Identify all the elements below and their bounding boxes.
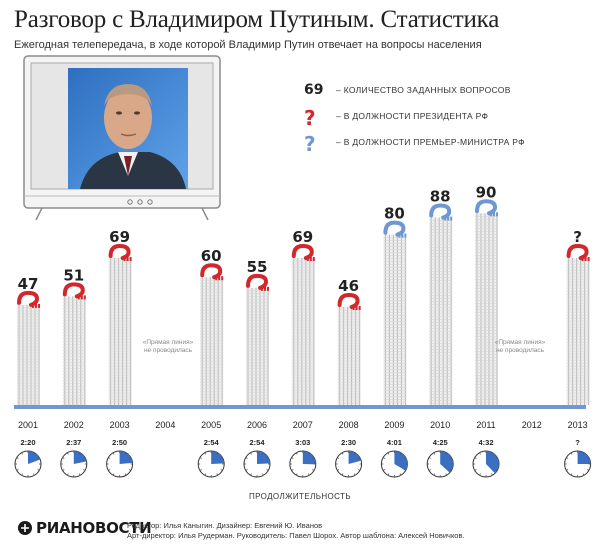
no-broadcast-note-2004-line1: «Прямая линия» xyxy=(143,339,194,346)
duration-2010: 4:25 xyxy=(433,438,448,447)
legend-text-count: – КОЛИЧЕСТВО ЗАДАННЫХ ВОПРОСОВ xyxy=(336,85,511,95)
president-question-icon: ? xyxy=(304,106,316,130)
clock-icon-2003: 2:50 xyxy=(106,438,134,478)
bar-2006: 55 xyxy=(246,258,269,406)
clock-icon-2010: 4:25 xyxy=(426,438,454,478)
credits-line1: Редактор: Илья Каныгин. Дизайнер: Евгени… xyxy=(127,521,323,530)
value-label-2008: 46 xyxy=(338,277,359,295)
question-icon xyxy=(246,273,269,291)
question-icon xyxy=(475,199,498,217)
duration-2008: 2:30 xyxy=(341,438,356,447)
value-label-2006: 55 xyxy=(247,258,268,276)
year-label-2006: 2006 xyxy=(247,420,267,430)
bar-2005: 60 xyxy=(200,247,224,405)
question-icon xyxy=(566,244,590,262)
page-subtitle: Ежегодная телепередача, в ходе которой В… xyxy=(14,39,482,51)
year-label-2001: 2001 xyxy=(18,420,38,430)
timeline-baseline xyxy=(14,405,586,409)
no-broadcast-note-2012-line2: не проводилась xyxy=(496,347,545,354)
credits: Редактор: Илья Каныгин. Дизайнер: Евгени… xyxy=(127,521,465,541)
question-icon xyxy=(108,244,132,262)
legend-sample-number: 69 xyxy=(304,82,324,98)
legend-item-count: 69 – КОЛИЧЕСТВО ЗАДАННЫХ ВОПРОСОВ xyxy=(300,82,560,110)
bar-2011: 90 xyxy=(475,183,498,405)
bars-layer: 47 2001 51 2002 69 2003 2004 60 2005 55 2006 69 2007… xyxy=(17,183,590,430)
ria-logo-text: РИАНОВОСТИ xyxy=(36,519,152,537)
legend-text-president: – В ДОЛЖНОСТИ ПРЕЗИДЕНТА РФ xyxy=(336,111,489,121)
clock-icon-2007: 3:03 xyxy=(289,438,317,478)
bar-2002: 51 xyxy=(62,266,86,405)
question-icon xyxy=(291,244,315,262)
year-label-2013: 2013 xyxy=(568,420,588,430)
value-label-2010: 88 xyxy=(430,188,451,206)
value-label-2001: 47 xyxy=(18,275,39,293)
page-title: Разговор с Владимиром Путиным. Статистик… xyxy=(14,6,500,33)
year-label-2002: 2002 xyxy=(64,420,84,430)
portrait-image xyxy=(68,68,188,189)
value-label-2007: 69 xyxy=(292,228,313,246)
duration-2009: 4:01 xyxy=(387,438,402,447)
clock-icon-2013: ? xyxy=(564,438,592,478)
bar-2013: ? xyxy=(566,228,590,405)
duration-2007: 3:03 xyxy=(295,438,310,447)
year-label-2003: 2003 xyxy=(110,420,130,430)
legend-item-president: ? – В ДОЛЖНОСТИ ПРЕЗИДЕНТА РФ xyxy=(300,106,560,136)
duration-2002: 2:37 xyxy=(66,438,81,447)
clock-icon-2001: 2:20 xyxy=(14,438,42,478)
bar-2009: 80 xyxy=(383,205,407,405)
question-icon xyxy=(337,293,361,311)
duration-2013: ? xyxy=(575,438,580,447)
clock-icon-2008: 2:30 xyxy=(335,438,363,478)
clock-icon-2002: 2:37 xyxy=(60,438,88,478)
legend: 69 – КОЛИЧЕСТВО ЗАДАННЫХ ВОПРОСОВ ? – В … xyxy=(300,82,560,162)
clock-icon-2011: 4:32 xyxy=(472,438,500,478)
legend-text-premier: – В ДОЛЖНОСТИ ПРЕМЬЕР-МИНИСТРА РФ xyxy=(336,137,525,147)
ria-logo-icon xyxy=(18,521,32,535)
legend-item-premier: ? – В ДОЛЖНОСТИ ПРЕМЬЕР-МИНИСТРА РФ xyxy=(300,132,560,162)
bar-2007: 69 xyxy=(291,228,315,405)
clocks-layer: 2:20 2:37 2:50 2:54 2:54 3:03 2:30 4:01 4:25 4:32… xyxy=(14,438,592,478)
bar-2003: 69 xyxy=(108,228,132,405)
year-label-2005: 2005 xyxy=(201,420,221,430)
credits-line2: Арт-директор: Илья Рудерман. Руководител… xyxy=(127,531,465,540)
no-broadcast-note-2004-line2: не проводилась xyxy=(144,347,193,354)
question-icon xyxy=(383,220,407,238)
duration-2011: 4:32 xyxy=(478,438,493,447)
value-label-2013: ? xyxy=(573,228,582,246)
year-label-2012: 2012 xyxy=(522,420,542,430)
question-icon xyxy=(62,282,86,300)
year-label-2004: 2004 xyxy=(155,420,175,430)
bar-2008: 46 xyxy=(337,277,361,405)
no-broadcast-note-2012-line1: «Прямая линия» xyxy=(495,339,546,346)
year-label-2009: 2009 xyxy=(384,420,404,430)
value-label-2005: 60 xyxy=(201,247,222,265)
year-label-2008: 2008 xyxy=(339,420,359,430)
year-label-2010: 2010 xyxy=(430,420,450,430)
clock-icon-2005: 2:54 xyxy=(197,438,225,478)
question-icon xyxy=(429,203,453,221)
premier-question-icon: ? xyxy=(304,132,316,156)
value-label-2002: 51 xyxy=(63,266,84,284)
value-label-2003: 69 xyxy=(109,228,130,246)
ria-logo: РИАНОВОСТИ xyxy=(36,519,152,537)
question-icon xyxy=(200,263,224,281)
year-label-2011: 2011 xyxy=(476,420,495,430)
clock-icon-2006: 2:54 xyxy=(243,438,271,478)
value-label-2011: 90 xyxy=(476,183,497,201)
duration-2006: 2:54 xyxy=(249,438,265,447)
clock-icon-2009: 4:01 xyxy=(380,438,408,478)
duration-label: ПРОДОЛЖИТЕЛЬНОСТЬ xyxy=(249,492,351,501)
duration-2001: 2:20 xyxy=(20,438,35,447)
value-label-2009: 80 xyxy=(384,205,405,223)
bar-2010: 88 xyxy=(429,188,453,405)
bar-2001: 47 xyxy=(17,275,40,405)
question-icon xyxy=(17,290,40,308)
duration-2005: 2:54 xyxy=(204,438,220,447)
duration-2003: 2:50 xyxy=(112,438,127,447)
year-label-2007: 2007 xyxy=(293,420,313,430)
